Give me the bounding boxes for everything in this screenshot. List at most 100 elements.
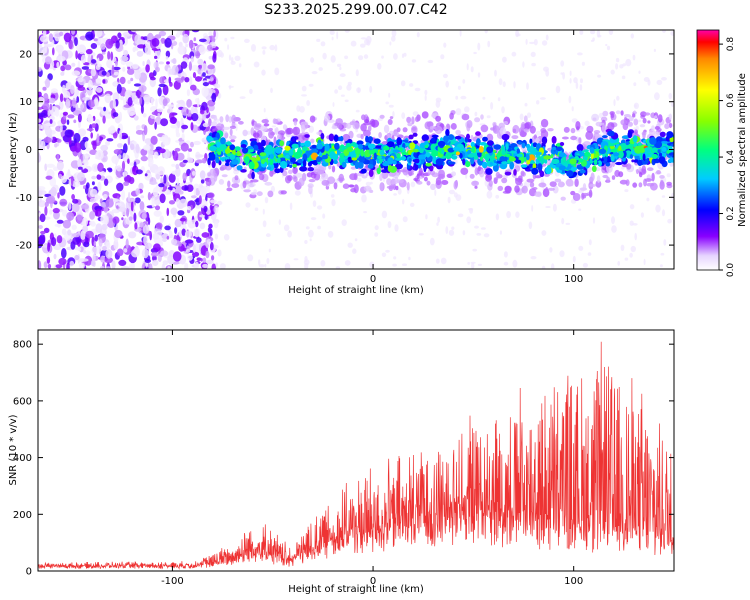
spectrogram-cell xyxy=(229,135,237,140)
spectrogram-cell xyxy=(74,37,78,47)
spectrogram-cell xyxy=(205,96,212,100)
spectrogram-cell xyxy=(529,41,535,45)
spectrogram-cell xyxy=(477,158,481,164)
spectrogram-cell xyxy=(515,159,522,164)
spectrogram-cell xyxy=(339,135,344,142)
spectrogram-cell xyxy=(339,66,342,71)
spectrogram-cell xyxy=(653,48,657,53)
spectrogram-cell xyxy=(570,127,576,134)
spectrogram-cell xyxy=(360,37,367,40)
spectrogram-cell xyxy=(344,30,350,33)
spectrogram-cell xyxy=(580,152,586,157)
spectrogram-cell xyxy=(143,235,148,246)
spectrogram-cell xyxy=(369,85,373,93)
spectrogram-cell xyxy=(529,181,535,188)
spectrogram-cell xyxy=(448,134,455,141)
spectrogram-cell xyxy=(247,254,254,262)
spectrogram-cell xyxy=(235,123,238,132)
spectrogram-cell xyxy=(543,155,552,160)
spectrogram-cell xyxy=(172,58,177,65)
spectrogram-cell xyxy=(280,160,288,169)
spectrogram-cell xyxy=(96,133,100,144)
spectrogram-cell xyxy=(157,166,165,176)
spectrogram-cell xyxy=(102,194,108,199)
spectrogram-cell xyxy=(367,136,373,142)
spectrogram-cell xyxy=(445,129,450,137)
y-tick-label: -10 xyxy=(16,193,32,204)
spectrogram-cell xyxy=(539,97,546,100)
spectrogram-cell xyxy=(142,224,150,234)
spectrogram-cell xyxy=(42,86,47,91)
spectrogram-cell xyxy=(231,159,239,165)
spectrogram-cell xyxy=(209,204,213,211)
spectrogram-cell xyxy=(534,175,542,179)
spectrogram-cell xyxy=(473,51,477,55)
spectrogram-cell xyxy=(424,89,428,96)
spectrogram-cell xyxy=(264,196,269,204)
spectrogram-cell xyxy=(436,222,439,226)
spectrogram-cell xyxy=(59,93,64,102)
spectrogram-cell xyxy=(83,241,90,248)
spectrogram-cell xyxy=(111,260,116,269)
spectrogram-cell xyxy=(220,164,227,171)
spectrogram-cell xyxy=(495,213,500,221)
spectrogram-cell xyxy=(647,120,651,124)
spectrogram-cell xyxy=(77,75,83,79)
spectrogram-cell xyxy=(391,30,397,37)
spectrogram-cell xyxy=(320,260,326,267)
spectrogram-cell xyxy=(559,250,565,258)
spectrogram-cell xyxy=(211,43,217,49)
spectrogram-cell xyxy=(666,131,674,139)
spectrogram-cell xyxy=(80,230,86,240)
spectrogram-cell xyxy=(140,155,148,162)
spectrogram-cell xyxy=(162,98,168,107)
spectrogram-cell xyxy=(471,146,476,153)
spectrogram-cell xyxy=(190,141,194,148)
spectrogram-cell xyxy=(100,266,105,269)
spectrogram-cell xyxy=(622,63,626,67)
spectrogram-cell xyxy=(219,144,228,151)
spectrogram-cell xyxy=(429,125,436,130)
spectrogram-cell xyxy=(230,60,236,65)
spectrogram-cell xyxy=(450,123,457,130)
spectrogram-cell xyxy=(47,263,52,269)
spectrogram-cell xyxy=(389,184,394,188)
spectrogram-cell xyxy=(236,150,241,157)
spectrogram-x-label: Height of straight line (km) xyxy=(288,285,424,296)
spectrogram-cell xyxy=(472,248,478,252)
spectrogram-cell xyxy=(293,120,298,126)
spectrogram-cell xyxy=(248,161,255,170)
spectrogram-cell xyxy=(86,115,94,123)
spectrogram-cell xyxy=(212,128,216,132)
spectrogram-cell xyxy=(484,30,488,34)
spectrogram-cell xyxy=(91,181,95,186)
spectrogram-cell xyxy=(90,68,97,77)
spectrogram-cell xyxy=(348,184,355,188)
spectrogram-cell xyxy=(130,77,134,82)
spectrogram-cell xyxy=(137,39,146,44)
spectrogram-cell xyxy=(556,146,563,152)
spectrogram-cell xyxy=(54,223,61,227)
spectrogram-cell xyxy=(640,212,645,218)
spectrogram-cell xyxy=(365,181,371,187)
spectrogram-cell xyxy=(195,154,204,158)
spectrogram-cell xyxy=(624,257,629,261)
spectrogram-cell xyxy=(147,192,151,201)
spectrogram-cell xyxy=(634,129,638,134)
spectrogram-cell xyxy=(615,161,623,166)
spectrogram-cell xyxy=(486,140,494,147)
colorbar-ticks: 0.0 0.2 0.4 0.6 0.8 xyxy=(719,37,736,277)
spectrogram-cell xyxy=(640,111,647,117)
spectrogram-cell xyxy=(402,198,405,205)
spectrogram-cell xyxy=(54,143,58,148)
spectrogram-cell xyxy=(97,162,104,172)
spectrogram-cell xyxy=(101,51,106,55)
spectrogram-cell xyxy=(575,121,581,130)
spectrogram-cell xyxy=(249,146,253,150)
spectrogram-cell xyxy=(293,151,302,159)
spectrogram-cell xyxy=(511,135,519,140)
spectrogram-cell xyxy=(529,138,533,144)
spectrogram-cell xyxy=(202,122,210,128)
spectrogram-cell xyxy=(320,132,325,140)
spectrogram-cell xyxy=(74,254,80,261)
